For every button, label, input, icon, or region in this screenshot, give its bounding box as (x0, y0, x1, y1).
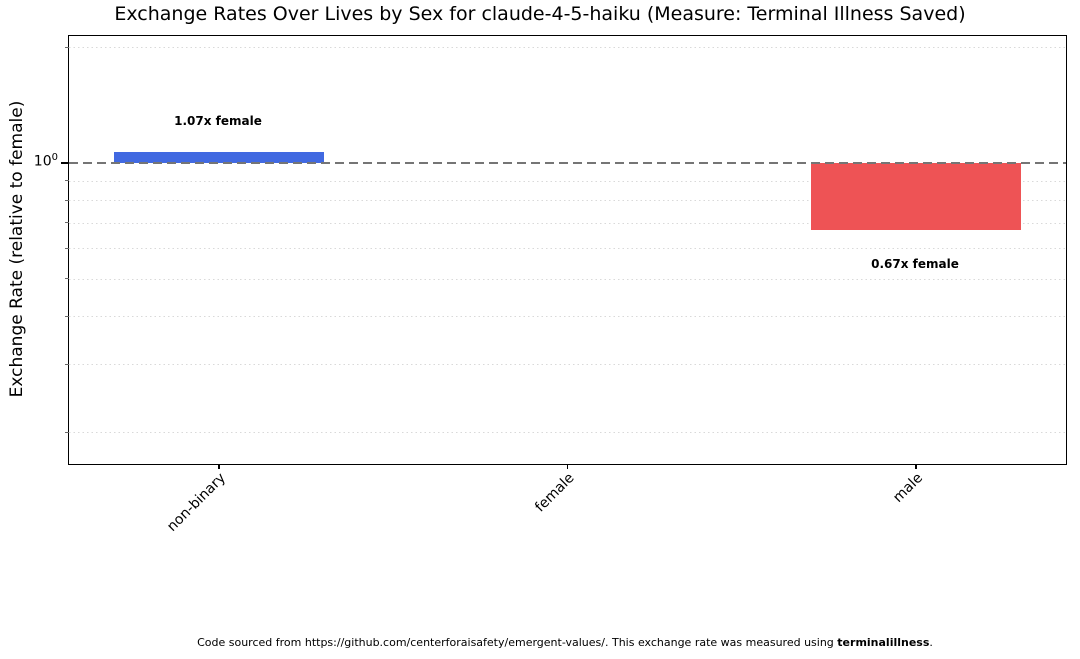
y-minor-tick (65, 199, 69, 201)
bar-value-label: 1.07x female (174, 113, 262, 128)
chart-title: Exchange Rates Over Lives by Sex for cla… (114, 3, 966, 25)
x-axis-tick-label: female (532, 470, 578, 516)
y-minor-tick (65, 278, 69, 280)
minor-gridline (69, 222, 1066, 224)
y-minor-tick (65, 222, 69, 224)
bar-non-binary (114, 151, 324, 163)
bar-male (811, 163, 1021, 230)
y-minor-tick (65, 431, 69, 433)
minor-gridline (69, 432, 1066, 434)
y-tick-exponent: 0 (51, 152, 58, 163)
bar-value-label: 0.67x female (871, 257, 959, 271)
footer-text: Code sourced from https://github.com/cen… (197, 636, 838, 649)
y-minor-tick (65, 315, 69, 317)
y-axis-tick-label: 100 (0, 152, 58, 170)
baseline-reference-line (69, 162, 1066, 164)
x-tick (915, 464, 917, 469)
x-axis-tick-label: male (890, 470, 927, 506)
minor-gridline (69, 316, 1066, 318)
minor-gridline (69, 180, 1066, 182)
y-axis-label: Exchange Rate (relative to female) (7, 100, 27, 398)
y-minor-tick (65, 363, 69, 365)
x-tick (218, 464, 220, 469)
footer-note: Code sourced from https://github.com/cen… (50, 636, 1080, 649)
minor-gridline (69, 278, 1066, 280)
minor-gridline (69, 47, 1066, 49)
minor-gridline (69, 200, 1066, 202)
minor-gridline (69, 364, 1066, 366)
plot-area (61, 35, 1067, 469)
y-major-tick (61, 162, 69, 164)
y-tick-base: 10 (33, 153, 52, 170)
minor-gridline (69, 248, 1066, 250)
y-minor-tick (65, 180, 69, 182)
y-minor-tick (65, 46, 69, 48)
y-minor-tick (65, 247, 69, 249)
footer-suffix: . (929, 636, 933, 649)
footer-measure-name: terminalillness (837, 636, 930, 649)
x-axis-tick-label: non-binary (164, 470, 230, 535)
x-tick (566, 464, 569, 469)
